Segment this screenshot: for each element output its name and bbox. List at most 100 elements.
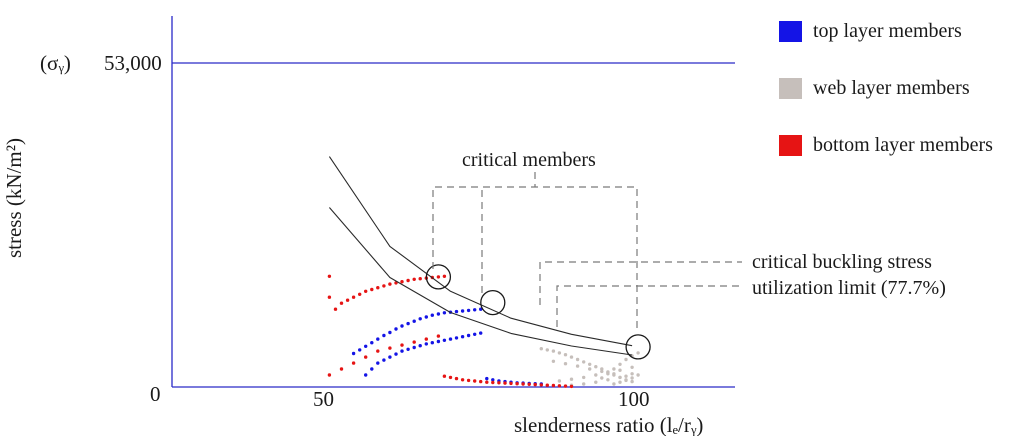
x-axis-label: slenderness ratio (lₑ/rᵧ) [514, 413, 703, 436]
web-layer-members-point [618, 376, 621, 379]
web-layer-members-point [630, 372, 633, 375]
top-layer-members-point [406, 322, 409, 325]
x-tick-100: 100 [618, 387, 650, 411]
web-layer-members-point [576, 358, 579, 361]
utilization-limit-leader [557, 286, 742, 327]
web-layer-members-point [552, 360, 555, 363]
web-layer-members-point [600, 376, 603, 379]
bottom-layer-members-point [376, 286, 379, 289]
bottom-layer-members-point [461, 378, 464, 381]
y-axis-label: stress (kN/m²) [2, 138, 26, 258]
y-tick-zero: 0 [150, 382, 161, 406]
bottom-layer-members-point [419, 277, 422, 280]
critical-buckling-stress-curve [329, 157, 632, 346]
bottom-layer-members-point [467, 379, 470, 382]
bottom-layer-members-point [413, 340, 416, 343]
top-layer-members-point [431, 341, 434, 344]
top-layer-members-point [419, 344, 422, 347]
web-layer-members-point [540, 347, 543, 350]
bottom-layer-members-point [406, 279, 409, 282]
bottom-layer-members-point [437, 275, 440, 278]
web-layer-members-point [606, 371, 609, 374]
top-layer-members-point [352, 352, 355, 355]
top-layer-members-point [479, 331, 482, 334]
bottom-layer-members-point [358, 293, 361, 296]
web-layer-members-series [540, 347, 640, 387]
bottom-layer-members-point [437, 334, 440, 337]
top-layer-members-point [419, 317, 422, 320]
web-layer-members-point [612, 372, 615, 375]
top-layer-members-point [376, 337, 379, 340]
bottom-layer-members-point [382, 284, 385, 287]
critical-member-circle [481, 291, 505, 315]
web-layer-members-point [588, 363, 591, 366]
bottom-layer-members-point [334, 308, 337, 311]
web-layer-members-point [636, 373, 639, 376]
critical-members-annotation: critical members [462, 149, 596, 171]
highlight-layer [426, 265, 650, 359]
top-layer-members-point [449, 337, 452, 340]
web-layer-members-point [558, 379, 561, 382]
top-layer-members-point [364, 373, 367, 376]
yield-value-label: 53,000 [104, 51, 162, 75]
top-layer-members-point [382, 334, 385, 337]
web-layer-members-point [630, 366, 633, 369]
bottom-layer-members-point [509, 382, 512, 385]
web-layer-members-point [594, 365, 597, 368]
web-layer-members-point [546, 348, 549, 351]
web-layer-members-point [576, 364, 579, 367]
bottom-layer-members-point [546, 384, 549, 387]
legend: top layer members web layer members bott… [779, 20, 993, 156]
bottom-layer-members-point [364, 355, 367, 358]
web-layer-members-point [612, 382, 615, 385]
web-layer-members-point [594, 373, 597, 376]
top-layer-members-point [400, 349, 403, 352]
bottom-layer-members-point [328, 296, 331, 299]
top-layer-members-point [406, 348, 409, 351]
web-layer-members-point [582, 360, 585, 363]
bottom-layer-members-point [558, 384, 561, 387]
legend-swatch-top [779, 21, 802, 42]
top-layer-members-point [370, 341, 373, 344]
web-layer-members-point [558, 351, 561, 354]
web-layer-members-point [570, 355, 573, 358]
bottom-layer-members-point [521, 382, 524, 385]
top-layer-members-point [413, 320, 416, 323]
top-layer-members-point [376, 361, 379, 364]
bottom-layer-members-point [376, 349, 379, 352]
web-layer-members-point [588, 367, 591, 370]
bottom-layer-members-point [503, 381, 506, 384]
top-layer-members-point [443, 339, 446, 342]
bottom-layer-members-point [570, 385, 573, 388]
legend-swatch-bottom [779, 135, 802, 156]
bottom-layer-members-point [449, 376, 452, 379]
yield-symbol-label: (σᵧ) [40, 51, 71, 75]
top-layer-members-point [413, 346, 416, 349]
bottom-layer-members-point [515, 382, 518, 385]
series-layer [328, 275, 640, 389]
top-layer-members-point [400, 324, 403, 327]
web-layer-members-point [630, 380, 633, 383]
top-layer-members-point [437, 312, 440, 315]
top-layer-members-point [394, 352, 397, 355]
top-layer-members-point [467, 309, 470, 312]
web-layer-members-point [636, 351, 639, 354]
web-layer-members-point [570, 378, 573, 381]
web-layer-members-point [552, 349, 555, 352]
top-layer-members-point [461, 309, 464, 312]
top-layer-members-point [437, 340, 440, 343]
bottom-layer-members-point [346, 299, 349, 302]
top-layer-members-point [425, 342, 428, 345]
top-layer-members-point [382, 358, 385, 361]
bottom-layer-members-point [388, 346, 391, 349]
bottom-layer-members-point [443, 375, 446, 378]
utilization-limit-annotation: utilization limit (77.7%) [752, 277, 946, 299]
bottom-layer-members-point [400, 280, 403, 283]
bottom-layer-members-point [425, 337, 428, 340]
bottom-layer-members-point [534, 383, 537, 386]
critical-member-circle [626, 335, 650, 359]
web-layer-members-point [618, 369, 621, 372]
top-layer-members-point [431, 314, 434, 317]
bottom-layer-members-point [491, 381, 494, 384]
critical-buckling-annotation: critical buckling stress [752, 251, 932, 273]
